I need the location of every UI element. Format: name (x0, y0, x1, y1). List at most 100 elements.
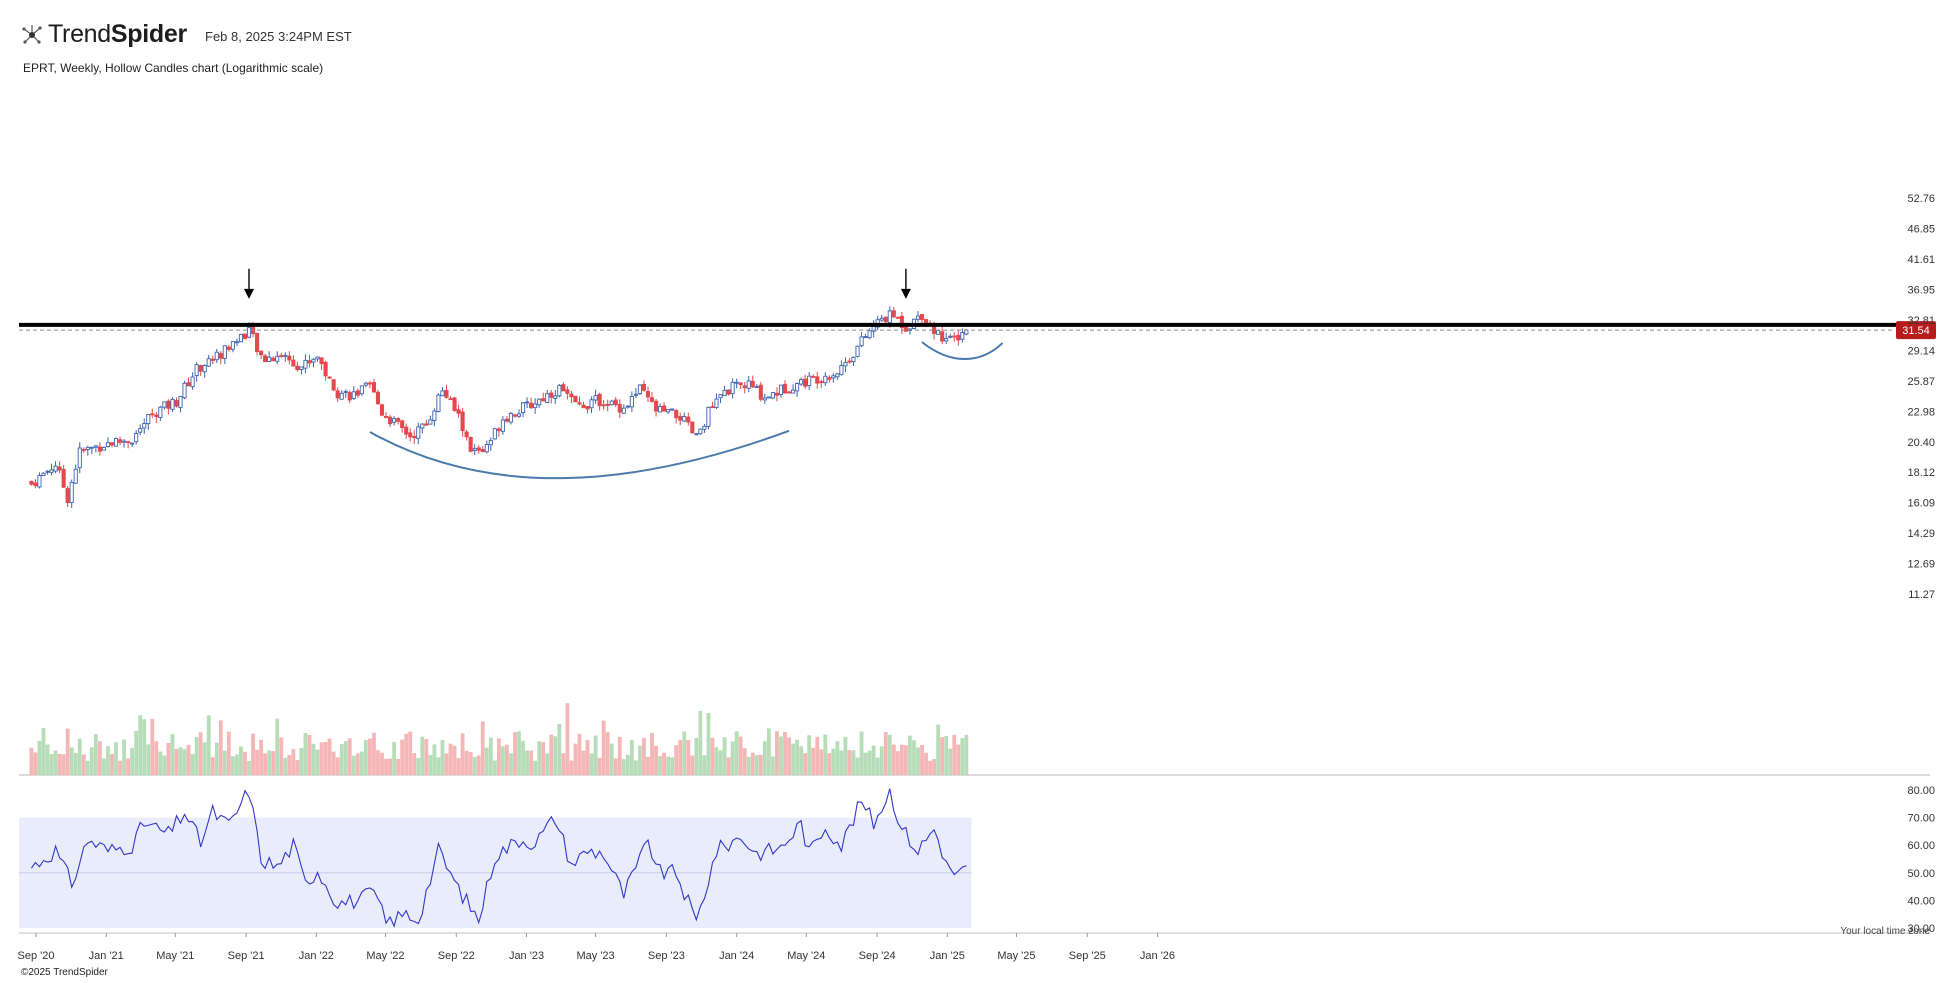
candle-body (682, 416, 687, 422)
candle-body (565, 389, 570, 394)
candle-body (307, 360, 312, 364)
volume-bar (912, 740, 916, 775)
candle (263, 353, 268, 363)
candle (174, 397, 179, 408)
candle-body (355, 390, 360, 396)
volume-bar (347, 738, 352, 775)
brand-name: TrendSpider (48, 20, 187, 48)
x-tick-label: May '23 (577, 950, 615, 962)
candle-body (855, 345, 860, 357)
volume-bar (198, 732, 203, 775)
candle (355, 388, 360, 398)
candle (508, 411, 514, 425)
candle-body (573, 395, 578, 403)
candle (134, 430, 139, 445)
candle (41, 472, 46, 476)
candle (682, 412, 687, 423)
volume-bar (561, 753, 566, 775)
candle (319, 357, 324, 371)
volume-bar (916, 747, 920, 775)
candle-body (480, 449, 485, 453)
candle-body (275, 355, 280, 362)
volume-bar (106, 746, 110, 775)
candle (472, 444, 477, 455)
price-tick-label: 11.27 (1908, 589, 1935, 601)
volume-bar (658, 755, 662, 775)
candle-body (629, 396, 634, 408)
candle-body (867, 330, 872, 339)
candle (601, 400, 606, 410)
candle-body (122, 440, 127, 443)
candle-body (299, 366, 304, 370)
candle (770, 392, 775, 400)
candle (674, 409, 679, 424)
candle (37, 472, 42, 489)
volume-bar (279, 737, 284, 775)
candle (363, 381, 368, 388)
candle (811, 374, 816, 378)
candle-body (666, 408, 671, 413)
candle-body (105, 442, 111, 447)
volume-bar (89, 747, 94, 775)
candle-body (815, 376, 820, 384)
candle-body (404, 426, 409, 435)
volume-bar (642, 737, 646, 775)
candle (194, 362, 199, 382)
volume-bar (392, 742, 396, 775)
candle (359, 385, 364, 396)
candle-body (230, 341, 235, 350)
candle-body (863, 336, 868, 339)
volume-bar (428, 754, 433, 775)
candle-body (400, 420, 405, 429)
volume-bar (859, 731, 864, 775)
volume-bar (605, 732, 610, 775)
candle (791, 384, 796, 394)
volume-bar (319, 742, 324, 775)
volume-bar (698, 710, 703, 775)
rsi-tick-label: 80.00 (1907, 785, 1935, 797)
candle (956, 329, 961, 346)
chart-description: EPRT, Weekly, Hollow Candles chart (Loga… (23, 61, 324, 75)
volume-bar (130, 747, 135, 775)
x-tick-label: May '22 (366, 950, 404, 962)
candle-body (621, 407, 626, 414)
x-tick-label: Jan '24 (719, 950, 754, 962)
x-tick-label: Jan '23 (509, 950, 544, 962)
volume-bar (202, 742, 207, 775)
candle-body (428, 419, 433, 425)
volume-bar (327, 738, 332, 775)
price-tick-label: 41.61 (1907, 254, 1935, 266)
volume-bar (956, 744, 961, 775)
candle-body (633, 393, 638, 396)
price-tick-label: 22.98 (1907, 406, 1935, 418)
volume-bar (230, 756, 235, 775)
brand-logo[interactable]: TrendSpider (20, 20, 187, 49)
volume-bar (718, 750, 723, 775)
candle (726, 389, 731, 396)
volume-bar (271, 751, 276, 775)
candle-layer[interactable] (29, 306, 969, 509)
candle (658, 403, 663, 413)
candle-body (589, 399, 594, 409)
candle (617, 399, 622, 419)
candle-body (440, 390, 445, 397)
volume-bar (448, 743, 453, 775)
candle (295, 361, 300, 372)
volume-bar (537, 741, 542, 775)
candle-body (899, 315, 904, 329)
candle (400, 419, 405, 433)
volume-bar (444, 753, 449, 775)
candle (335, 387, 340, 402)
candle (154, 412, 159, 423)
candle (766, 396, 771, 399)
volume-bar (807, 735, 812, 775)
candle-body (339, 392, 344, 400)
volume-bar (529, 750, 534, 775)
candle (633, 388, 638, 399)
candle-body (267, 356, 272, 362)
volume-bar (863, 752, 868, 775)
volume-bar (730, 741, 735, 775)
volume-bar (190, 754, 195, 775)
candle-body (504, 418, 509, 422)
